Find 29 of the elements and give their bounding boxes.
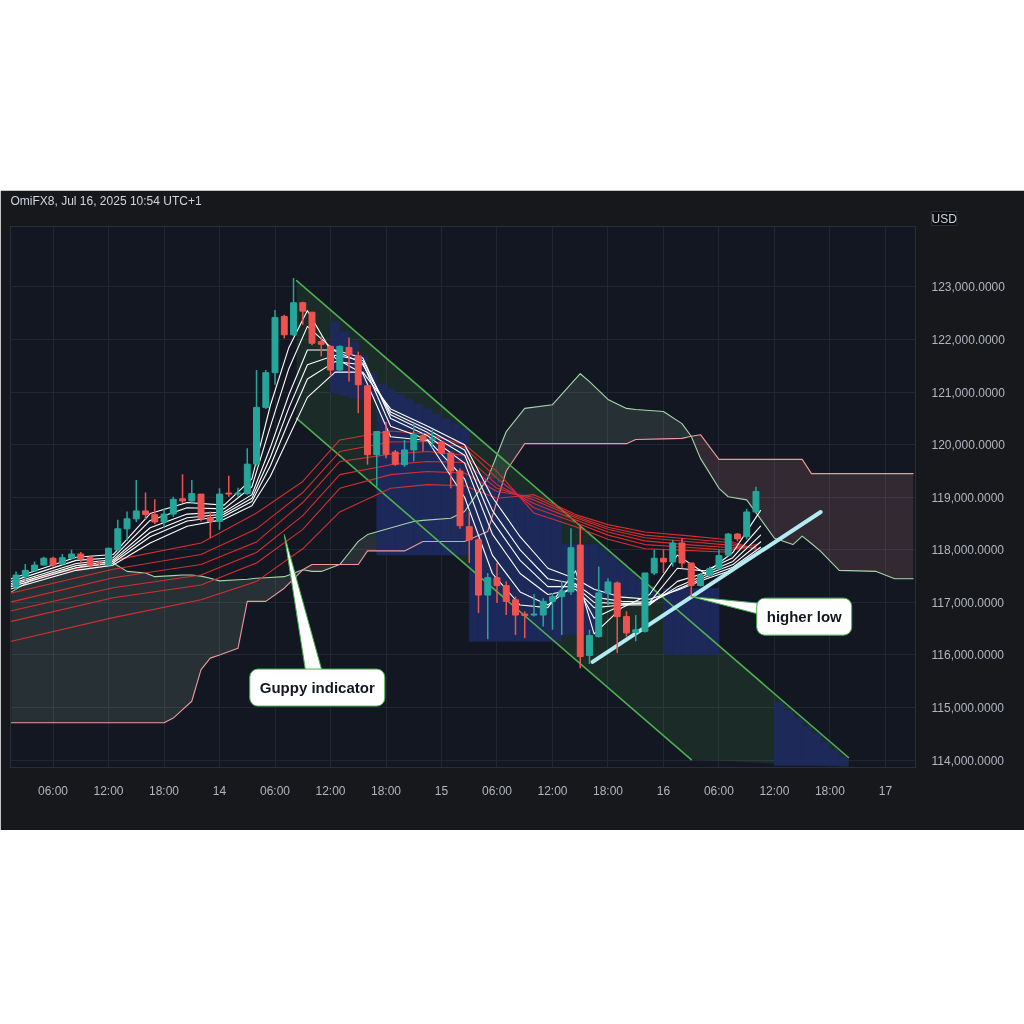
y-tick-label: 118,000.0000 (931, 543, 1005, 558)
annotation: Guppy indicator (259, 679, 375, 697)
x-tick-label: 06:00 (481, 783, 513, 798)
y-tick-label: 117,000.0000 (931, 595, 1005, 610)
x-tick-label: 18:00 (814, 783, 846, 798)
y-tick-label: 120,000.0000 (931, 438, 1006, 453)
y-tick-label: 114,000.0000 (931, 753, 1005, 768)
y-tick-label: 115,000.0000 (931, 701, 1005, 716)
x-tick-label: 06:00 (38, 783, 69, 798)
x-tick-label: 16 (656, 783, 671, 798)
x-tick-label: 06:00 (260, 783, 291, 798)
y-tick-label: 121,000.0000 (931, 385, 1006, 400)
x-tick-label: 18:00 (592, 783, 624, 798)
y-axis-title: USD (931, 211, 958, 226)
x-tick-label: 17 (878, 783, 893, 798)
x-tick-label: 12:00 (93, 783, 124, 798)
y-tick-label: 123,000.0000 (931, 280, 1006, 295)
y-tick-label: 119,000.0000 (931, 490, 1005, 505)
x-tick-label: 18:00 (370, 783, 402, 798)
chart-title: OmiFX8, Jul 16, 2025 10:54 UTC+1 (10, 193, 202, 208)
x-tick-label: 12:00 (759, 783, 790, 798)
x-tick-label: 15 (434, 783, 449, 798)
y-tick-label: 122,000.0000 (931, 333, 1006, 348)
x-tick-label: 14 (212, 783, 227, 798)
x-tick-label: 12:00 (537, 783, 568, 798)
x-tick-label: 06:00 (703, 783, 735, 798)
x-tick-label: 12:00 (315, 783, 346, 798)
y-tick-label: 116,000.0000 (931, 648, 1005, 663)
x-tick-label: 18:00 (149, 783, 180, 798)
